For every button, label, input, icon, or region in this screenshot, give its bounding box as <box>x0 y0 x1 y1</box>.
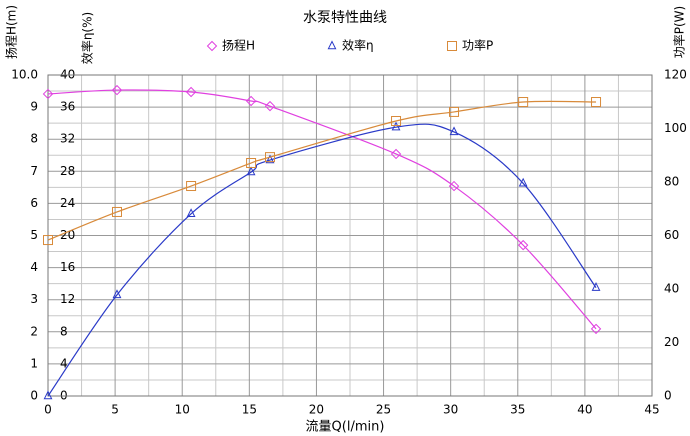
y-tick-label: 10.0 <box>11 68 38 82</box>
marker <box>264 100 276 112</box>
x-tick-label: 20 <box>309 403 324 417</box>
marker <box>449 106 460 117</box>
y2-tick-label: 40 <box>664 282 679 296</box>
marker <box>265 154 275 164</box>
y2-tick-label: 0 <box>664 389 672 403</box>
marker <box>391 121 401 131</box>
marker <box>265 152 276 163</box>
x-tick-label: 35 <box>510 403 525 417</box>
y3-tick-label: 24 <box>60 196 75 210</box>
legend-label: 效率η <box>342 38 374 53</box>
marker <box>327 40 337 50</box>
y2-tick-label: 60 <box>664 228 679 242</box>
y2-axis-title: 功率P(W) <box>672 6 687 58</box>
x-tick-label: 0 <box>44 403 52 417</box>
marker <box>391 116 402 127</box>
legend-label: 功率P <box>462 38 493 53</box>
x-tick-label: 10 <box>175 403 190 417</box>
marker <box>111 206 122 217</box>
y-tick-label: 0 <box>30 389 38 403</box>
marker <box>246 166 256 176</box>
x-tick-label: 45 <box>644 403 659 417</box>
y-axis-title: 扬程H(m) <box>4 5 19 59</box>
y3-tick-label: 32 <box>60 132 75 146</box>
marker <box>449 126 459 136</box>
series-line <box>47 123 597 397</box>
marker <box>206 40 218 52</box>
y-tick-label: 6 <box>30 196 38 210</box>
marker <box>43 390 53 400</box>
x-tick-label: 25 <box>376 403 391 417</box>
marker <box>112 289 122 299</box>
marker <box>245 95 257 107</box>
marker <box>591 282 601 291</box>
y3-tick-label: 8 <box>60 324 68 338</box>
y-tick-label: 5 <box>30 228 38 242</box>
marker <box>185 86 197 98</box>
y2-tick-label: 20 <box>664 335 679 349</box>
legend-label: 扬程H <box>222 38 255 53</box>
y3-tick-label: 12 <box>60 292 75 306</box>
marker <box>590 323 602 335</box>
y3-tick-label: 36 <box>60 100 75 114</box>
marker <box>518 177 528 187</box>
marker <box>390 148 402 160</box>
y3-tick-label: 16 <box>60 260 75 274</box>
marker <box>42 88 54 100</box>
x-tick-label: 30 <box>443 403 458 417</box>
marker <box>448 180 460 192</box>
y-tick-label: 8 <box>30 132 38 146</box>
y3-tick-label: 20 <box>60 228 75 242</box>
y-tick-label: 1 <box>30 356 38 370</box>
series-line <box>47 89 597 330</box>
y-tick-label: 9 <box>30 100 38 114</box>
chart-title: 水泵特性曲线 <box>303 10 387 26</box>
y3-tick-label: 4 <box>60 356 68 370</box>
marker <box>186 181 197 192</box>
x-axis-title: 流量Q(l/min) <box>306 420 385 435</box>
y-tick-label: 3 <box>30 292 38 306</box>
x-tick-label: 5 <box>111 403 119 417</box>
y2-tick-label: 80 <box>664 175 679 189</box>
marker <box>517 239 529 251</box>
marker <box>43 235 53 246</box>
y2-tick-label: 100 <box>664 121 687 135</box>
marker <box>111 84 123 96</box>
y-tick-label: 2 <box>30 324 38 338</box>
marker <box>591 97 602 108</box>
marker <box>186 208 196 218</box>
marker <box>518 97 529 108</box>
marker <box>447 41 457 51</box>
series-line <box>47 100 597 241</box>
marker <box>246 158 257 169</box>
y-tick-label: 4 <box>30 260 38 274</box>
y3-tick-label: 28 <box>60 164 75 178</box>
y-tick-label: 7 <box>30 164 38 178</box>
x-tick-label: 15 <box>242 403 257 417</box>
y3-axis-title: 效率η(%) <box>80 12 95 64</box>
y2-tick-label: 120 <box>664 68 687 82</box>
x-tick-label: 40 <box>577 403 592 417</box>
